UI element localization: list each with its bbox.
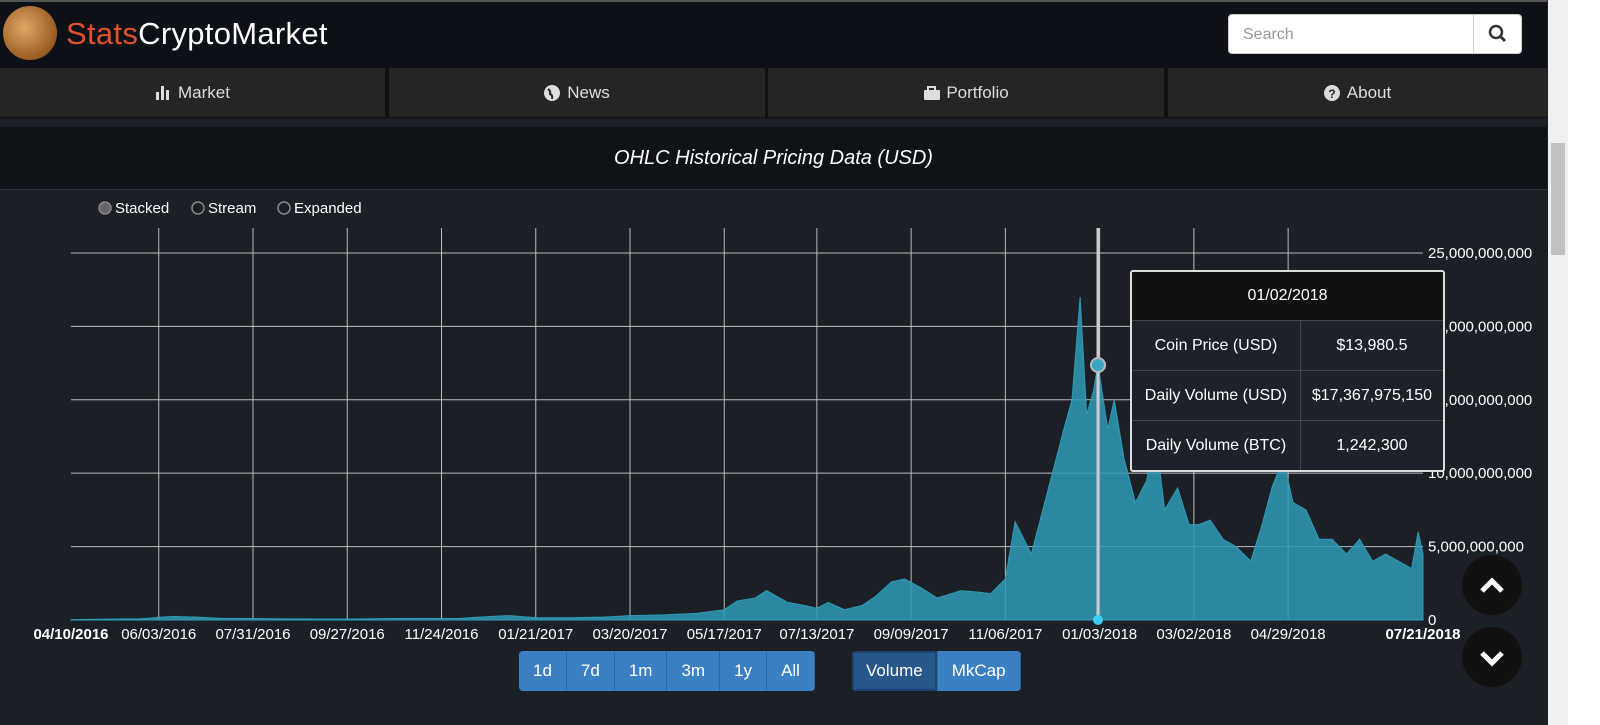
svg-text:?: ? (1328, 87, 1335, 101)
nav-icon (924, 85, 941, 100)
chart-title: OHLC Historical Pricing Data (USD) (614, 147, 933, 169)
search-placeholder: Search (1243, 26, 1294, 43)
down-icon (1480, 651, 1504, 667)
chart: Stacked Stream Expanded 0 5,000,000,000 10,00… (33, 200, 1532, 643)
mode-label: Stream (208, 200, 256, 217)
x-tick-label: 06/03/2016 (121, 626, 196, 643)
y-tick-label: 10,000,000,000 (1428, 465, 1532, 482)
nav-label: Market (178, 82, 230, 102)
range-button[interactable]: All (767, 651, 815, 691)
tooltip-label: Coin Price (USD) (1132, 320, 1301, 371)
x-tick-label: 11/24/2016 (405, 626, 479, 643)
x-tick-label: 07/31/2016 (215, 626, 290, 643)
scroll-up-button[interactable] (1462, 555, 1522, 615)
x-tick-label: 04/29/2018 (1251, 626, 1326, 643)
nav-label: Portfolio (946, 82, 1009, 102)
brand[interactable]: StatsCryptoMarket (66, 16, 328, 52)
nav-icon (156, 85, 170, 100)
nav-item[interactable]: Portfolio (768, 68, 1164, 117)
mode-radio (98, 201, 112, 215)
x-tick-label: 01/21/2017 (498, 626, 573, 643)
nav-item[interactable]: News (389, 68, 765, 117)
y-tick-label: 0 (1428, 612, 1436, 629)
nav-label: News (567, 82, 610, 102)
scroll-down-button[interactable] (1462, 627, 1522, 687)
nav-label: About (1346, 82, 1392, 102)
metric-buttons: Volume MkCap (852, 651, 1021, 691)
tooltip-date: 01/02/2018 (1132, 272, 1443, 320)
tooltip-row: Daily Volume (BTC) 1,242,300 (1132, 420, 1443, 470)
tooltip-value: $13,980.5 (1299, 320, 1443, 371)
hover-marker (1090, 357, 1106, 374)
mode-radio (191, 201, 205, 215)
tooltip-value: $17,367,975,150 (1299, 370, 1443, 421)
x-tick-label: 11/06/2017 (968, 626, 1042, 643)
x-tick-label: 09/09/2017 (874, 626, 949, 643)
range-button[interactable]: 7d (566, 651, 615, 691)
tooltip-row: Coin Price (USD) $13,980.5 (1132, 320, 1443, 371)
mode-label: Stacked (115, 200, 169, 217)
metric-button[interactable]: Volume (852, 651, 938, 691)
x-tick-label: 09/27/2016 (310, 626, 385, 643)
search-icon (1488, 24, 1507, 43)
tooltip-label: Daily Volume (USD) (1132, 370, 1301, 421)
nav-item[interactable]: ? About (1168, 68, 1547, 117)
range-buttons: 1d 7d 1m 3m 1y All (519, 651, 815, 691)
range-button[interactable]: 3m (667, 651, 721, 691)
y-tick-label: 5,000,000,000 (1428, 539, 1524, 556)
tooltip-label: Daily Volume (BTC) (1132, 420, 1301, 470)
tooltip-table: Coin Price (USD) $13,980.5 Daily Volume (U… (1132, 320, 1443, 470)
x-tick-label: 07/21/2018 (1385, 626, 1460, 643)
range-button[interactable]: 1m (614, 651, 668, 691)
brand-suffix: CryptoMarket (138, 16, 328, 51)
hover-base-marker (1093, 615, 1103, 625)
scrollbar-thumb[interactable] (1551, 143, 1565, 255)
search-button[interactable] (1473, 15, 1521, 53)
x-tick-label: 01/03/2018 (1062, 626, 1137, 643)
x-tick-label: 05/17/2017 (687, 626, 762, 643)
range-button[interactable]: 1y (720, 651, 768, 691)
y-tick-label: 15,000,000,000 (1428, 392, 1532, 409)
area (70, 296, 1424, 621)
page-margin (1568, 0, 1600, 725)
metric-button[interactable]: MkCap (937, 651, 1021, 691)
mode-label: Expanded (294, 200, 362, 217)
nav-bar: Market News Portfolio? About (0, 68, 1547, 118)
nav-item[interactable]: Market (0, 68, 385, 117)
nav-icon: ? (1323, 84, 1340, 101)
y-tick-label: 25,000,000,000 (1428, 245, 1532, 262)
logo[interactable] (3, 6, 57, 60)
x-tick-label: 07/13/2017 (779, 626, 854, 643)
tooltip-row: Daily Volume (USD) $17,367,975,150 (1132, 370, 1443, 421)
mode-radio (277, 201, 291, 215)
tooltip-value: 1,242,300 (1299, 420, 1443, 470)
nav-icon (544, 84, 561, 101)
x-tick-label: 03/20/2017 (592, 626, 667, 643)
range-button[interactable]: 1d (519, 651, 567, 691)
x-tick-label: 04/10/2016 (33, 626, 108, 643)
panel-header (0, 127, 1547, 190)
y-tick-label: 20,000,000,000 (1428, 318, 1532, 335)
search-box[interactable]: Search (1228, 14, 1522, 54)
up-icon (1480, 577, 1504, 593)
tooltip: 01/02/2018 Coin Price (USD) $13,980.5 Dail… (1130, 270, 1445, 472)
x-tick-label: 03/02/2018 (1156, 626, 1231, 643)
scrollbar[interactable] (1548, 0, 1568, 725)
brand-prefix: Stats (66, 16, 139, 51)
